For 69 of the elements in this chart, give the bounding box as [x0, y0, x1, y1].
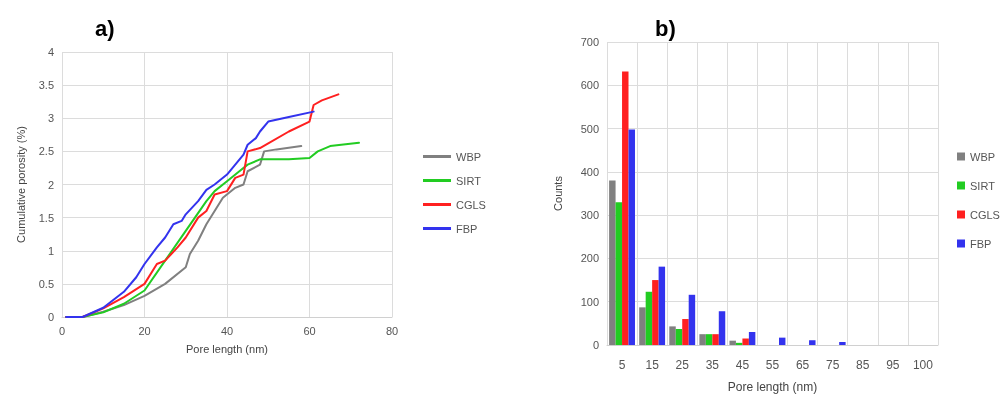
bar — [675, 328, 683, 345]
x-tick-label: 15 — [645, 358, 660, 372]
y-tick-label: 700 — [580, 36, 599, 48]
y-tick-label: 0 — [592, 339, 599, 351]
bar — [682, 319, 689, 345]
y-tick-label: 4 — [47, 46, 54, 58]
y-tick-label: 1 — [47, 244, 54, 257]
x-tick-label: 100 — [912, 358, 934, 372]
x-tick-label: 40 — [220, 324, 234, 337]
x-axis-title: Pore length (nm) — [727, 380, 818, 394]
bar — [839, 341, 846, 345]
bar — [705, 334, 713, 345]
y-tick-label: 2.5 — [38, 145, 54, 158]
bar — [729, 340, 736, 345]
bar — [609, 180, 616, 345]
chart-title: b) — [655, 15, 676, 41]
y-tick-label: 600 — [580, 79, 599, 92]
legend-label: FBP — [970, 237, 992, 250]
y-tick-label: 3 — [47, 112, 54, 125]
bar — [688, 294, 696, 345]
bar — [639, 307, 646, 345]
y-axis-title: Counts — [551, 175, 564, 211]
y-tick-label: 400 — [580, 165, 599, 178]
y-tick-label: 200 — [580, 252, 599, 265]
bar — [615, 202, 623, 345]
bar — [628, 129, 635, 345]
y-tick-label: 500 — [580, 122, 599, 135]
x-axis-title: Pore length (nm) — [186, 342, 268, 355]
bar — [699, 334, 706, 345]
legend-label: WBP — [970, 150, 996, 163]
x-tick-label: 75 — [826, 358, 840, 372]
x-tick-label: 35 — [705, 358, 720, 372]
x-tick-label: 65 — [795, 358, 810, 372]
bar — [622, 71, 629, 345]
bar — [809, 340, 816, 345]
x-tick-label: 80 — [385, 324, 399, 337]
bar — [718, 311, 726, 345]
x-tick-label: 45 — [735, 358, 750, 372]
legend-label: SIRT — [970, 179, 996, 192]
bar — [645, 291, 653, 345]
x-tick-label: 95 — [886, 358, 900, 372]
bar — [652, 280, 659, 345]
legend-label: WBP — [456, 150, 482, 163]
legend-label: SIRT — [456, 174, 482, 187]
x-tick-label: 55 — [765, 358, 780, 372]
x-tick-label: 60 — [303, 324, 316, 337]
y-tick-label: 1.5 — [38, 211, 54, 224]
bar — [712, 334, 719, 345]
line-series — [65, 110, 315, 318]
x-tick-label: 25 — [675, 358, 690, 372]
legend-label: FBP — [456, 222, 478, 235]
x-tick-label: 5 — [618, 358, 626, 372]
y-tick-label: 3.5 — [38, 79, 54, 92]
y-tick-label: 2 — [47, 178, 54, 191]
y-tick-label: 0 — [47, 311, 54, 323]
legend-label: CGLS — [456, 198, 486, 211]
x-tick-label: 85 — [856, 358, 870, 372]
y-tick-label: 100 — [580, 295, 599, 308]
bar — [669, 326, 676, 345]
chart-title: a) — [95, 15, 115, 41]
x-tick-label: 20 — [138, 324, 151, 337]
x-tick-label: 0 — [58, 324, 66, 337]
legend-label: CGLS — [970, 208, 1000, 221]
bar — [748, 332, 756, 345]
y-tick-label: 0.5 — [38, 277, 54, 290]
y-tick-label: 300 — [580, 209, 599, 222]
y-axis-title: Cumulative porosity (%) — [14, 126, 27, 243]
bar — [742, 338, 749, 345]
bar — [658, 266, 666, 345]
